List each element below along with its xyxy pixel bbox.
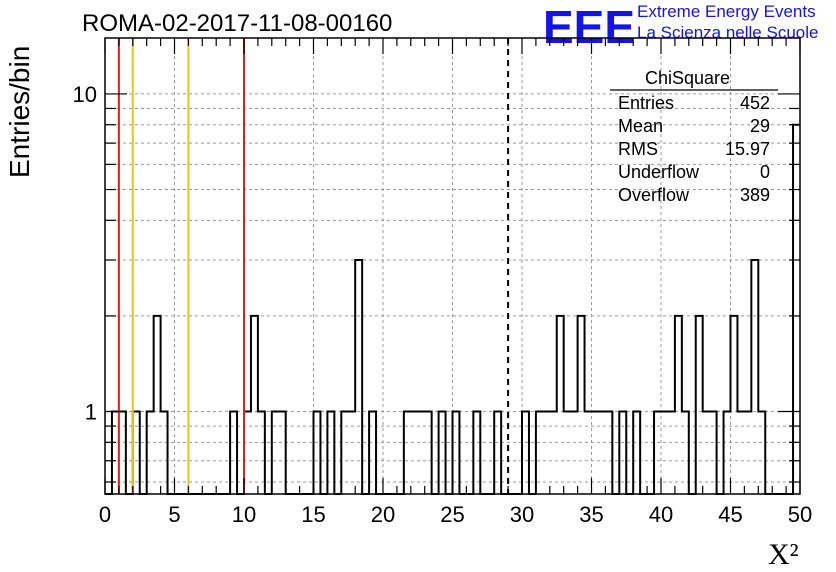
x-tick-label: 0 <box>99 502 111 527</box>
stat-value-entries: 452 <box>739 93 770 113</box>
x-tick-label: 50 <box>788 502 812 527</box>
stat-value-mean: 29 <box>749 116 770 136</box>
y-tick-label: 10 <box>73 82 97 107</box>
stat-name-mean: Mean <box>618 116 664 136</box>
x-tick-label: 35 <box>579 502 603 527</box>
stat-value-underflow: 0 <box>759 162 770 182</box>
x-axis-label: X² <box>768 538 799 571</box>
stat-name-overflow: Overflow <box>618 185 690 205</box>
x-tick-label: 10 <box>232 502 256 527</box>
y-tick-label: 1 <box>85 400 97 425</box>
stat-name-entries: Entries <box>618 93 675 113</box>
x-tick-label: 5 <box>168 502 180 527</box>
chart-title: ROMA-02-2017-11-08-00160 <box>82 10 393 37</box>
logo-line-1: Extreme Energy Events <box>637 2 816 21</box>
x-tick-label: 25 <box>440 502 464 527</box>
stat-name-underflow: Underflow <box>618 162 700 182</box>
x-tick-label: 40 <box>649 502 673 527</box>
x-tick-label: 15 <box>301 502 325 527</box>
stat-value-rms: 15.97 <box>724 139 770 159</box>
x-tick-label: 45 <box>718 502 742 527</box>
stat-value-overflow: 389 <box>739 185 770 205</box>
x-tick-label: 20 <box>371 502 395 527</box>
x-tick-label: 30 <box>510 502 534 527</box>
stats-box-title: ChiSquare <box>645 68 731 88</box>
stat-name-rms: RMS <box>618 139 658 159</box>
